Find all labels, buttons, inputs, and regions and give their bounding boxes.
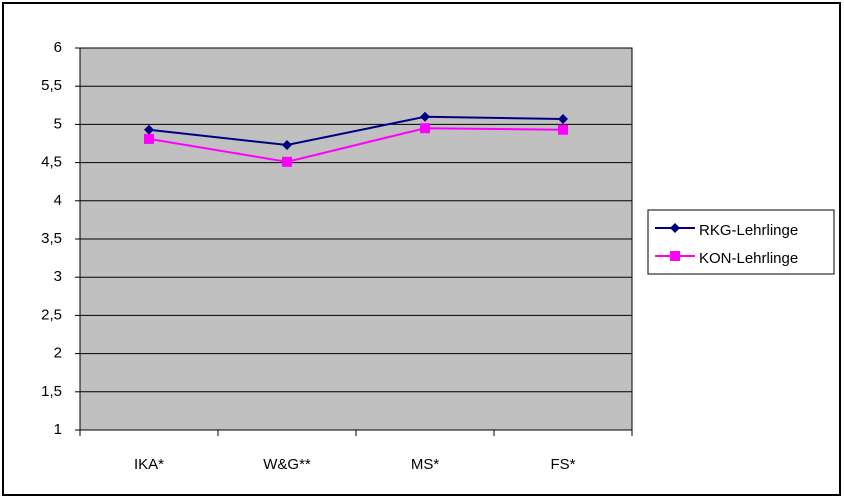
- y-tick-label: 3: [54, 268, 62, 285]
- series-line: [148, 115, 564, 147]
- y-tick-label: 1: [54, 421, 62, 438]
- y-tick-label: 2: [54, 345, 62, 362]
- legend-label: KON-Lehrlinge: [699, 250, 798, 267]
- marker: [670, 223, 680, 233]
- y-tick-label: 4,5: [41, 154, 62, 171]
- marker: [558, 124, 568, 135]
- x-tick-label: FS*: [550, 456, 575, 473]
- marker: [558, 114, 568, 125]
- marker: [670, 251, 680, 261]
- y-tick-label: 6: [54, 39, 62, 56]
- marker: [420, 111, 430, 122]
- y-tick-label: 1,5: [41, 383, 62, 400]
- x-tick-label: W&G**: [263, 456, 311, 473]
- marker: [144, 124, 154, 135]
- legend-label: RKG-Lehrlinge: [699, 222, 798, 239]
- marker: [420, 123, 430, 134]
- series-line: [148, 127, 564, 163]
- marker: [282, 140, 292, 151]
- y-tick-label: 2,5: [41, 306, 62, 323]
- legend-box: [647, 209, 835, 275]
- y-tick-label: 5: [54, 115, 62, 132]
- y-tick-label: 5,5: [41, 77, 62, 94]
- y-tick-label: 3,5: [41, 230, 62, 247]
- y-tick-label: 4: [54, 192, 62, 209]
- marker: [144, 133, 154, 144]
- x-tick-label: IKA*: [134, 456, 164, 473]
- x-tick-label: MS*: [411, 456, 440, 473]
- marker: [282, 156, 292, 167]
